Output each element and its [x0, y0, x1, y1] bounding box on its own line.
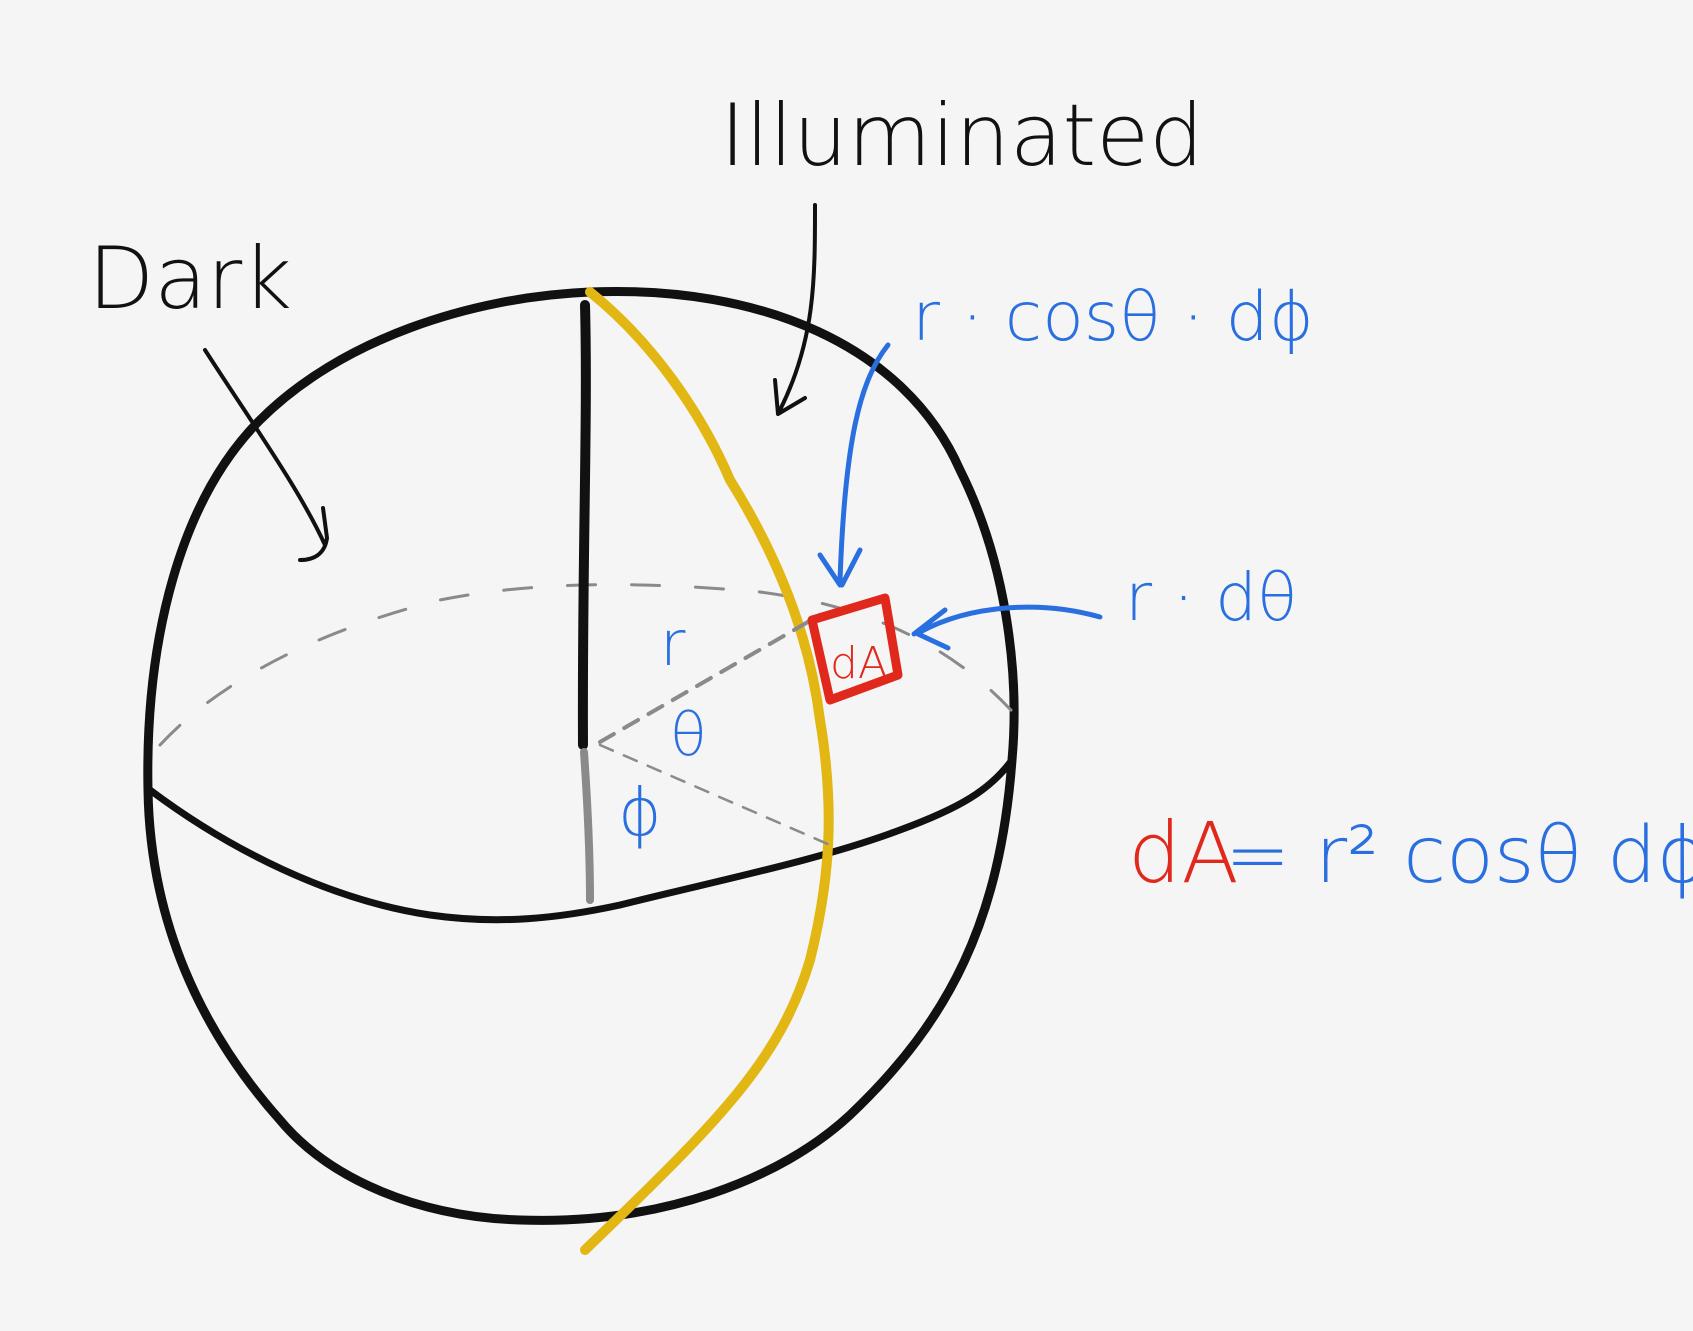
polar-axis-upper [577, 300, 591, 750]
terminator-line [580, 287, 834, 1255]
dark-arrow [203, 348, 329, 562]
r-cos-dphi-arrow [817, 342, 891, 588]
equator-back-dashed [158, 583, 1022, 747]
illuminated-arrow [773, 203, 817, 416]
formula-rhs: = r² cosθ dϕ dθ [1225, 811, 1693, 901]
sphere-outline [143, 286, 1019, 1225]
area-element-box [807, 593, 903, 705]
area-element-label: dA [830, 638, 888, 689]
illuminated-label: Illuminated [720, 86, 1204, 186]
r-dtheta-arrow [911, 604, 1103, 651]
equator-radius-dashed [598, 743, 832, 847]
radius-dashed [598, 613, 822, 744]
r-dtheta-label: r · dθ [1125, 559, 1297, 636]
equator-front [146, 756, 1016, 924]
theta-label: θ [670, 700, 707, 770]
radius-label: r [660, 607, 686, 680]
polar-axis-lower [580, 748, 594, 904]
r-cos-dphi-label: r · cosθ · dϕ [912, 278, 1314, 357]
phi-label: ϕ [618, 774, 662, 851]
formula-lhs: dA [1128, 804, 1239, 902]
dark-label: Dark [88, 229, 292, 329]
